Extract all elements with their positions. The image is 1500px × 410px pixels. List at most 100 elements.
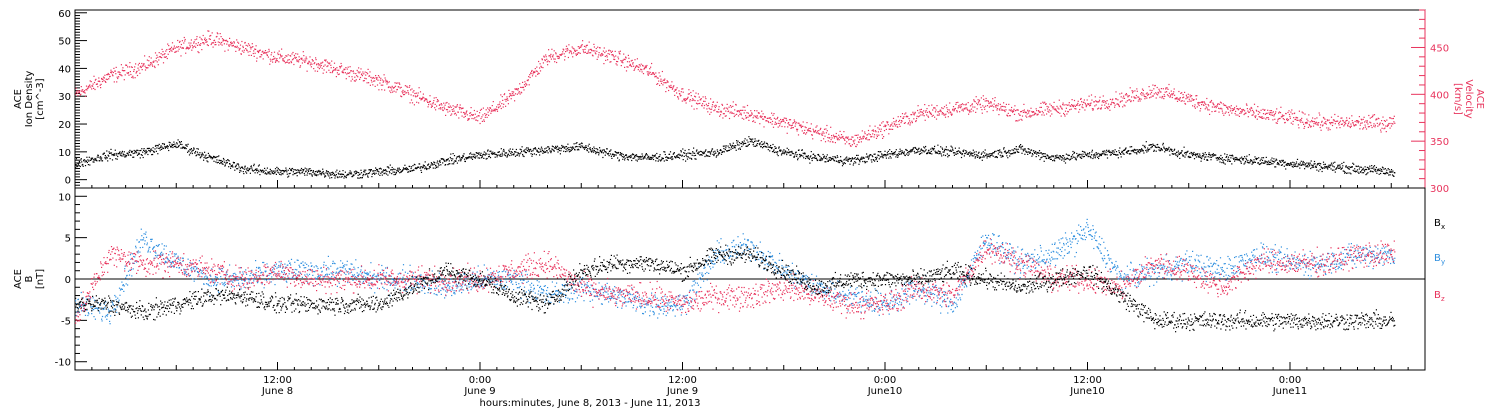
velocity-series-point — [373, 77, 375, 79]
velocity-series-point — [1086, 99, 1088, 101]
velocity-series-point — [721, 103, 723, 105]
velocity-series-point — [291, 59, 294, 61]
velocity-series-point — [826, 124, 828, 127]
velocity-series-point — [867, 129, 870, 132]
ion-density-series-point — [899, 148, 901, 150]
velocity-series-point — [873, 130, 875, 132]
velocity-series-point — [978, 99, 981, 101]
velocity-series-point — [100, 87, 102, 89]
ion-density-series-point — [859, 159, 861, 161]
velocity-series-point — [310, 66, 312, 68]
ion-density-series-point — [1027, 148, 1029, 150]
velocity-series-point — [723, 113, 725, 115]
velocity-series-point — [79, 90, 81, 92]
ion-density-series-point — [845, 157, 847, 159]
velocity-series-point — [692, 90, 694, 92]
velocity-series-point — [789, 119, 792, 121]
velocity-series-point — [1115, 98, 1118, 100]
ion-density-series-point — [914, 152, 916, 154]
velocity-series-point — [1389, 127, 1391, 129]
ion-density-series-point — [836, 155, 838, 157]
ion-density-series-point — [756, 143, 758, 145]
velocity-series-point — [801, 130, 803, 132]
ion-density-series-point — [892, 152, 895, 155]
velocity-series-point — [1171, 96, 1173, 99]
ion-density-series-point — [816, 159, 818, 161]
velocity-series-point — [986, 105, 989, 107]
ion-density-series-point — [83, 160, 85, 162]
velocity-series-point — [1151, 95, 1153, 97]
ion-density-series-point — [197, 153, 199, 155]
velocity-series-point — [750, 114, 752, 116]
velocity-series-point — [175, 50, 177, 52]
velocity-series-point — [279, 57, 281, 59]
ion-density-series-point — [306, 174, 308, 176]
velocity-series-point — [612, 55, 614, 57]
ion-density-series-point — [296, 175, 298, 177]
ion-density-series-point — [280, 171, 282, 173]
ion-density-series-point — [607, 153, 609, 155]
velocity-series-point — [144, 65, 146, 67]
ion-density-series-point — [514, 151, 516, 153]
ion-density-series-point — [826, 158, 828, 160]
velocity-series-point — [129, 62, 131, 64]
ion-density-series-point — [939, 151, 941, 153]
velocity-series-point — [556, 55, 559, 58]
velocity-series-point — [911, 120, 913, 122]
ion-density-series-point — [105, 158, 107, 160]
velocity-series-point — [779, 123, 781, 125]
velocity-series-point — [414, 92, 416, 95]
ion-density-series-point — [923, 151, 925, 153]
velocity-series-point — [293, 54, 295, 56]
velocity-series-point — [272, 61, 274, 63]
ion-density-series-point — [202, 153, 204, 155]
velocity-series-point — [435, 109, 437, 111]
ion-density-series-point — [769, 150, 771, 152]
velocity-series-point — [984, 108, 986, 110]
velocity-series-point — [744, 106, 746, 108]
ion-density-series-point — [151, 154, 153, 156]
velocity-series-point — [1169, 95, 1171, 97]
ion-density-series-point — [102, 153, 105, 155]
ion-density-series-point — [283, 171, 285, 173]
ion-density-series-point — [1025, 150, 1027, 152]
velocity-series-point — [497, 107, 500, 109]
ion-density-series-point — [521, 146, 523, 148]
ion-density-series-point — [147, 153, 149, 156]
ion-density-series-point — [946, 153, 948, 155]
top-left-tick-label: 30 — [58, 92, 71, 103]
ion-density-series-point — [801, 149, 803, 151]
ion-density-series-point — [986, 155, 989, 157]
velocity-series-point — [1268, 118, 1270, 120]
velocity-series-point — [586, 44, 588, 46]
velocity-series-point — [273, 51, 276, 53]
ion-density-series-point — [722, 150, 724, 153]
velocity-series-point — [755, 115, 757, 117]
velocity-series-point — [790, 125, 792, 127]
velocity-series-point — [574, 49, 576, 51]
ion-density-series-point — [225, 162, 227, 164]
velocity-series-point — [761, 110, 763, 112]
velocity-series-point — [1026, 113, 1028, 115]
velocity-series-point — [157, 64, 159, 66]
velocity-series-point — [616, 60, 618, 63]
velocity-series-point — [116, 81, 118, 83]
velocity-series-point — [1071, 99, 1073, 101]
ion-density-series-point — [285, 167, 287, 169]
ion-density-series-point — [412, 165, 414, 167]
ion-density-series-point — [139, 150, 141, 152]
velocity-series-point — [742, 106, 744, 108]
ion-density-series-point — [79, 162, 81, 164]
velocity-series-point — [350, 70, 353, 72]
velocity-series-point — [311, 59, 313, 61]
ion-density-series-point — [407, 171, 409, 173]
velocity-series-point — [848, 139, 850, 141]
velocity-series-point — [1136, 90, 1138, 92]
velocity-series-point — [551, 55, 553, 57]
ion-density-series-point — [353, 174, 355, 176]
velocity-series-point — [346, 73, 348, 75]
velocity-series-point — [1043, 102, 1045, 104]
ion-density-series-point — [758, 143, 760, 145]
velocity-series-point — [501, 96, 503, 98]
velocity-series-point — [150, 62, 152, 64]
